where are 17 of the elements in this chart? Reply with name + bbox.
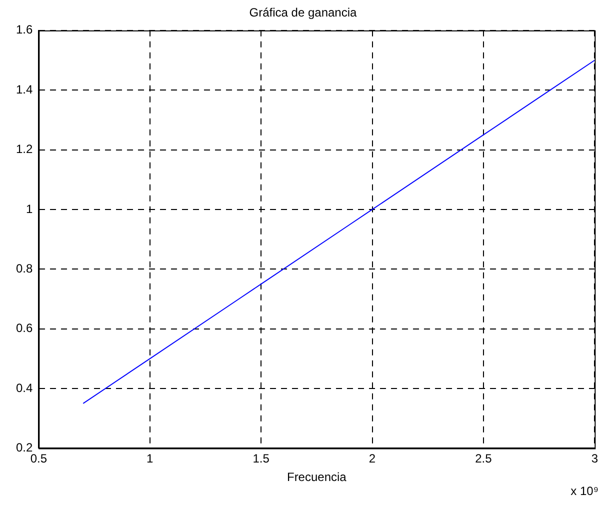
y-tick-label: 1.6 (16, 22, 33, 37)
x-tick-label: 2 (368, 452, 376, 466)
text: x 10⁹ (570, 484, 598, 498)
y-tick-label: 1.4 (16, 82, 33, 96)
x-tick-label: 1 (146, 452, 154, 466)
x-tick-label: 1.5 (252, 452, 270, 466)
y-tick-label: 0.8 (16, 261, 33, 276)
y-tick-label: 1.2 (16, 142, 33, 156)
x-tick-label: 0.5 (30, 452, 48, 466)
y-tick-label: 0.6 (16, 321, 33, 336)
chart-title: Gráfica de ganancia (249, 6, 358, 20)
y-tick-label: 0.2 (16, 440, 33, 455)
x-axis-title: Frecuencia (286, 470, 347, 484)
y-tick-label: 1 (26, 202, 33, 216)
y-tick-label: 0.4 (16, 380, 33, 395)
x-tick-label: 3 (591, 452, 598, 466)
x-tick-label: 2.5 (475, 452, 492, 466)
